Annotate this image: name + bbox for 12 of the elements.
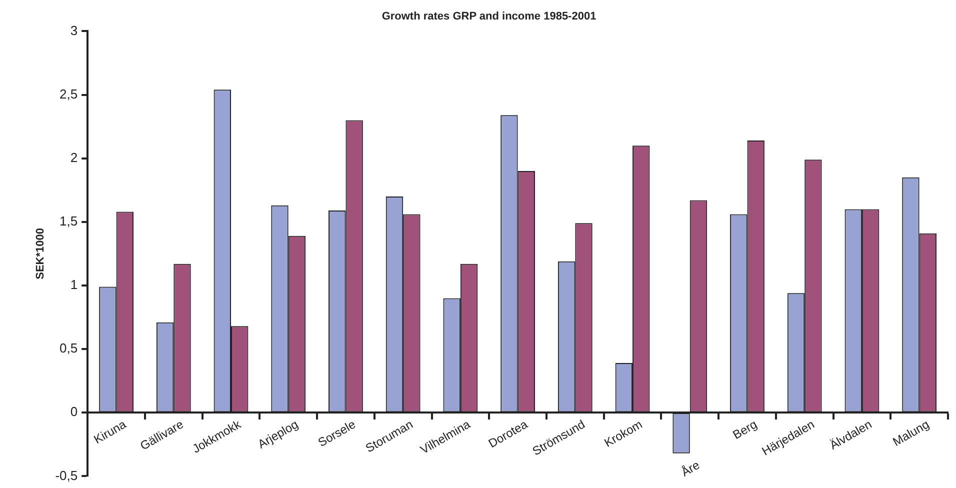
y-tick-label: 3 <box>70 22 78 38</box>
y-tick-label: -0,5 <box>55 468 78 483</box>
y-tick-label: 1 <box>70 277 78 292</box>
chart-title: Growth rates GRP and income 1985-2001 <box>382 10 596 23</box>
y-tick-label: 0 <box>70 404 78 420</box>
y-tick-label: 2 <box>70 150 78 165</box>
x-tick-label: Åre <box>678 458 702 480</box>
y-tick-label: 2,5 <box>60 86 78 102</box>
y-axis-title: SEK*1000 <box>34 228 47 280</box>
y-tick-label: 0,5 <box>60 340 78 356</box>
x-tick-label: Berg <box>730 417 760 442</box>
y-tick-label: 1,5 <box>60 213 78 228</box>
